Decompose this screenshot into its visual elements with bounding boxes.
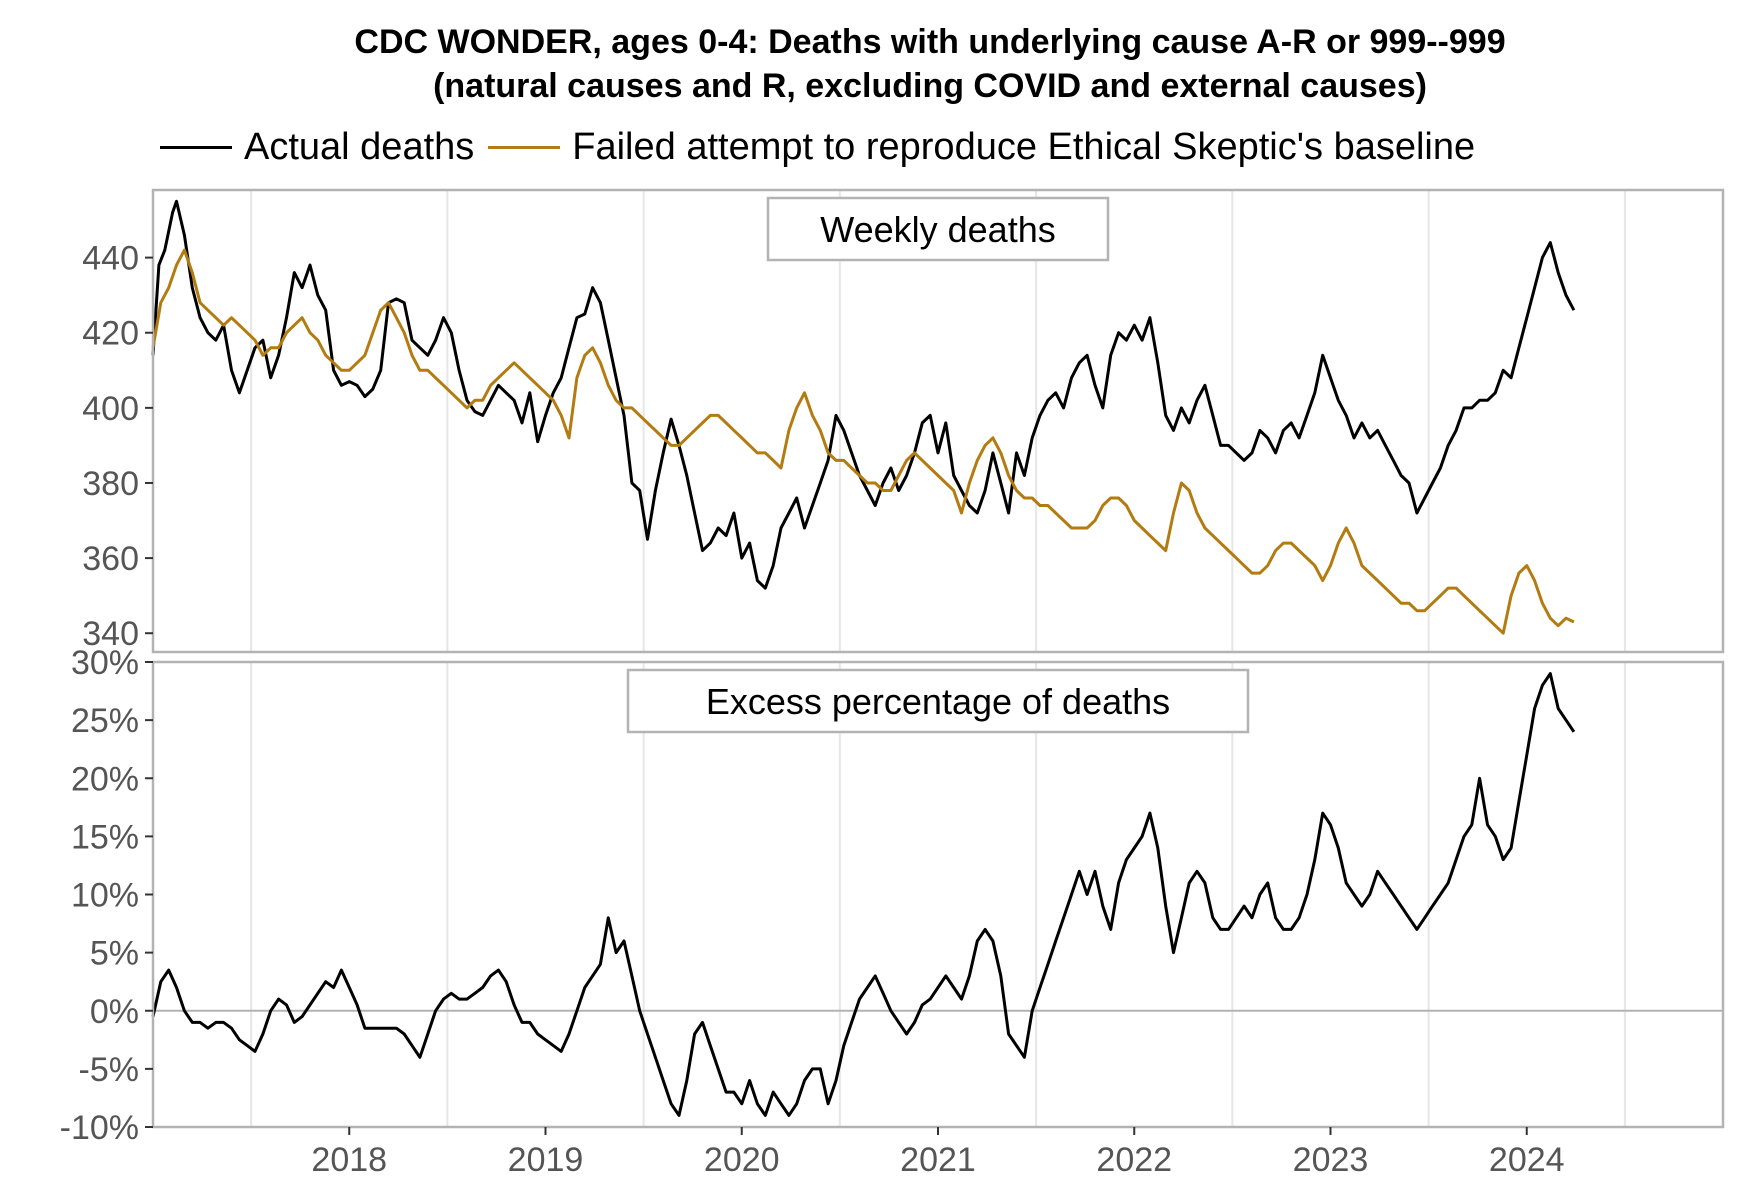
y-tick-label: 5% (90, 935, 139, 973)
legend-label-actual: Actual deaths (244, 125, 475, 168)
y-tick-label: -5% (79, 1051, 139, 1089)
series-line-baseline (151, 248, 1575, 635)
x-tick-label: 2022 (1096, 1141, 1172, 1179)
x-tick-label: 2024 (1489, 1141, 1565, 1179)
series-line-actual (151, 672, 1576, 1117)
y-tick-label: 10% (71, 877, 139, 915)
y-tick-label: 0% (90, 993, 139, 1031)
legend-label-baseline: Failed attempt to reproduce Ethical Skep… (572, 125, 1476, 168)
y-tick-label: 30% (71, 644, 139, 682)
y-tick-label: 360 (82, 540, 139, 578)
panel-border (151, 188, 1725, 654)
y-tick-label: 380 (82, 465, 139, 503)
x-tick-label: 2023 (1293, 1141, 1369, 1179)
y-tick-label: 420 (82, 315, 139, 353)
legend-swatch-actual (160, 145, 232, 149)
chart-title: CDC WONDER, ages 0-4: Deaths with underl… (354, 23, 1506, 61)
panel-background (153, 190, 1723, 652)
legend: Actual deaths Failed attempt to reproduc… (160, 125, 1489, 169)
x-tick-label: 2021 (900, 1141, 976, 1179)
chart-subtitle: (natural causes and R, excluding COVID a… (433, 67, 1427, 105)
facet-label: Weekly deaths (820, 209, 1055, 250)
x-tick-label: 2019 (508, 1141, 584, 1179)
facet-label: Excess percentage of deaths (706, 681, 1170, 722)
y-tick-label: 25% (71, 702, 139, 740)
y-tick-label: 20% (71, 760, 139, 798)
facet-label-box (766, 196, 1110, 262)
legend-item-actual: Actual deaths (160, 126, 474, 169)
x-tick-label: 2018 (311, 1141, 387, 1179)
facet-label-box (626, 668, 1250, 734)
y-tick-label: 15% (71, 818, 139, 856)
legend-swatch-baseline (488, 145, 561, 149)
y-tick-label: 340 (82, 615, 139, 653)
y-tick-label: -10% (60, 1109, 139, 1147)
legend-item-baseline: Failed attempt to reproduce Ethical Skep… (488, 126, 1475, 169)
y-tick-label: 400 (82, 390, 139, 428)
y-tick-label: 440 (82, 240, 139, 278)
x-tick-label: 2020 (704, 1141, 780, 1179)
